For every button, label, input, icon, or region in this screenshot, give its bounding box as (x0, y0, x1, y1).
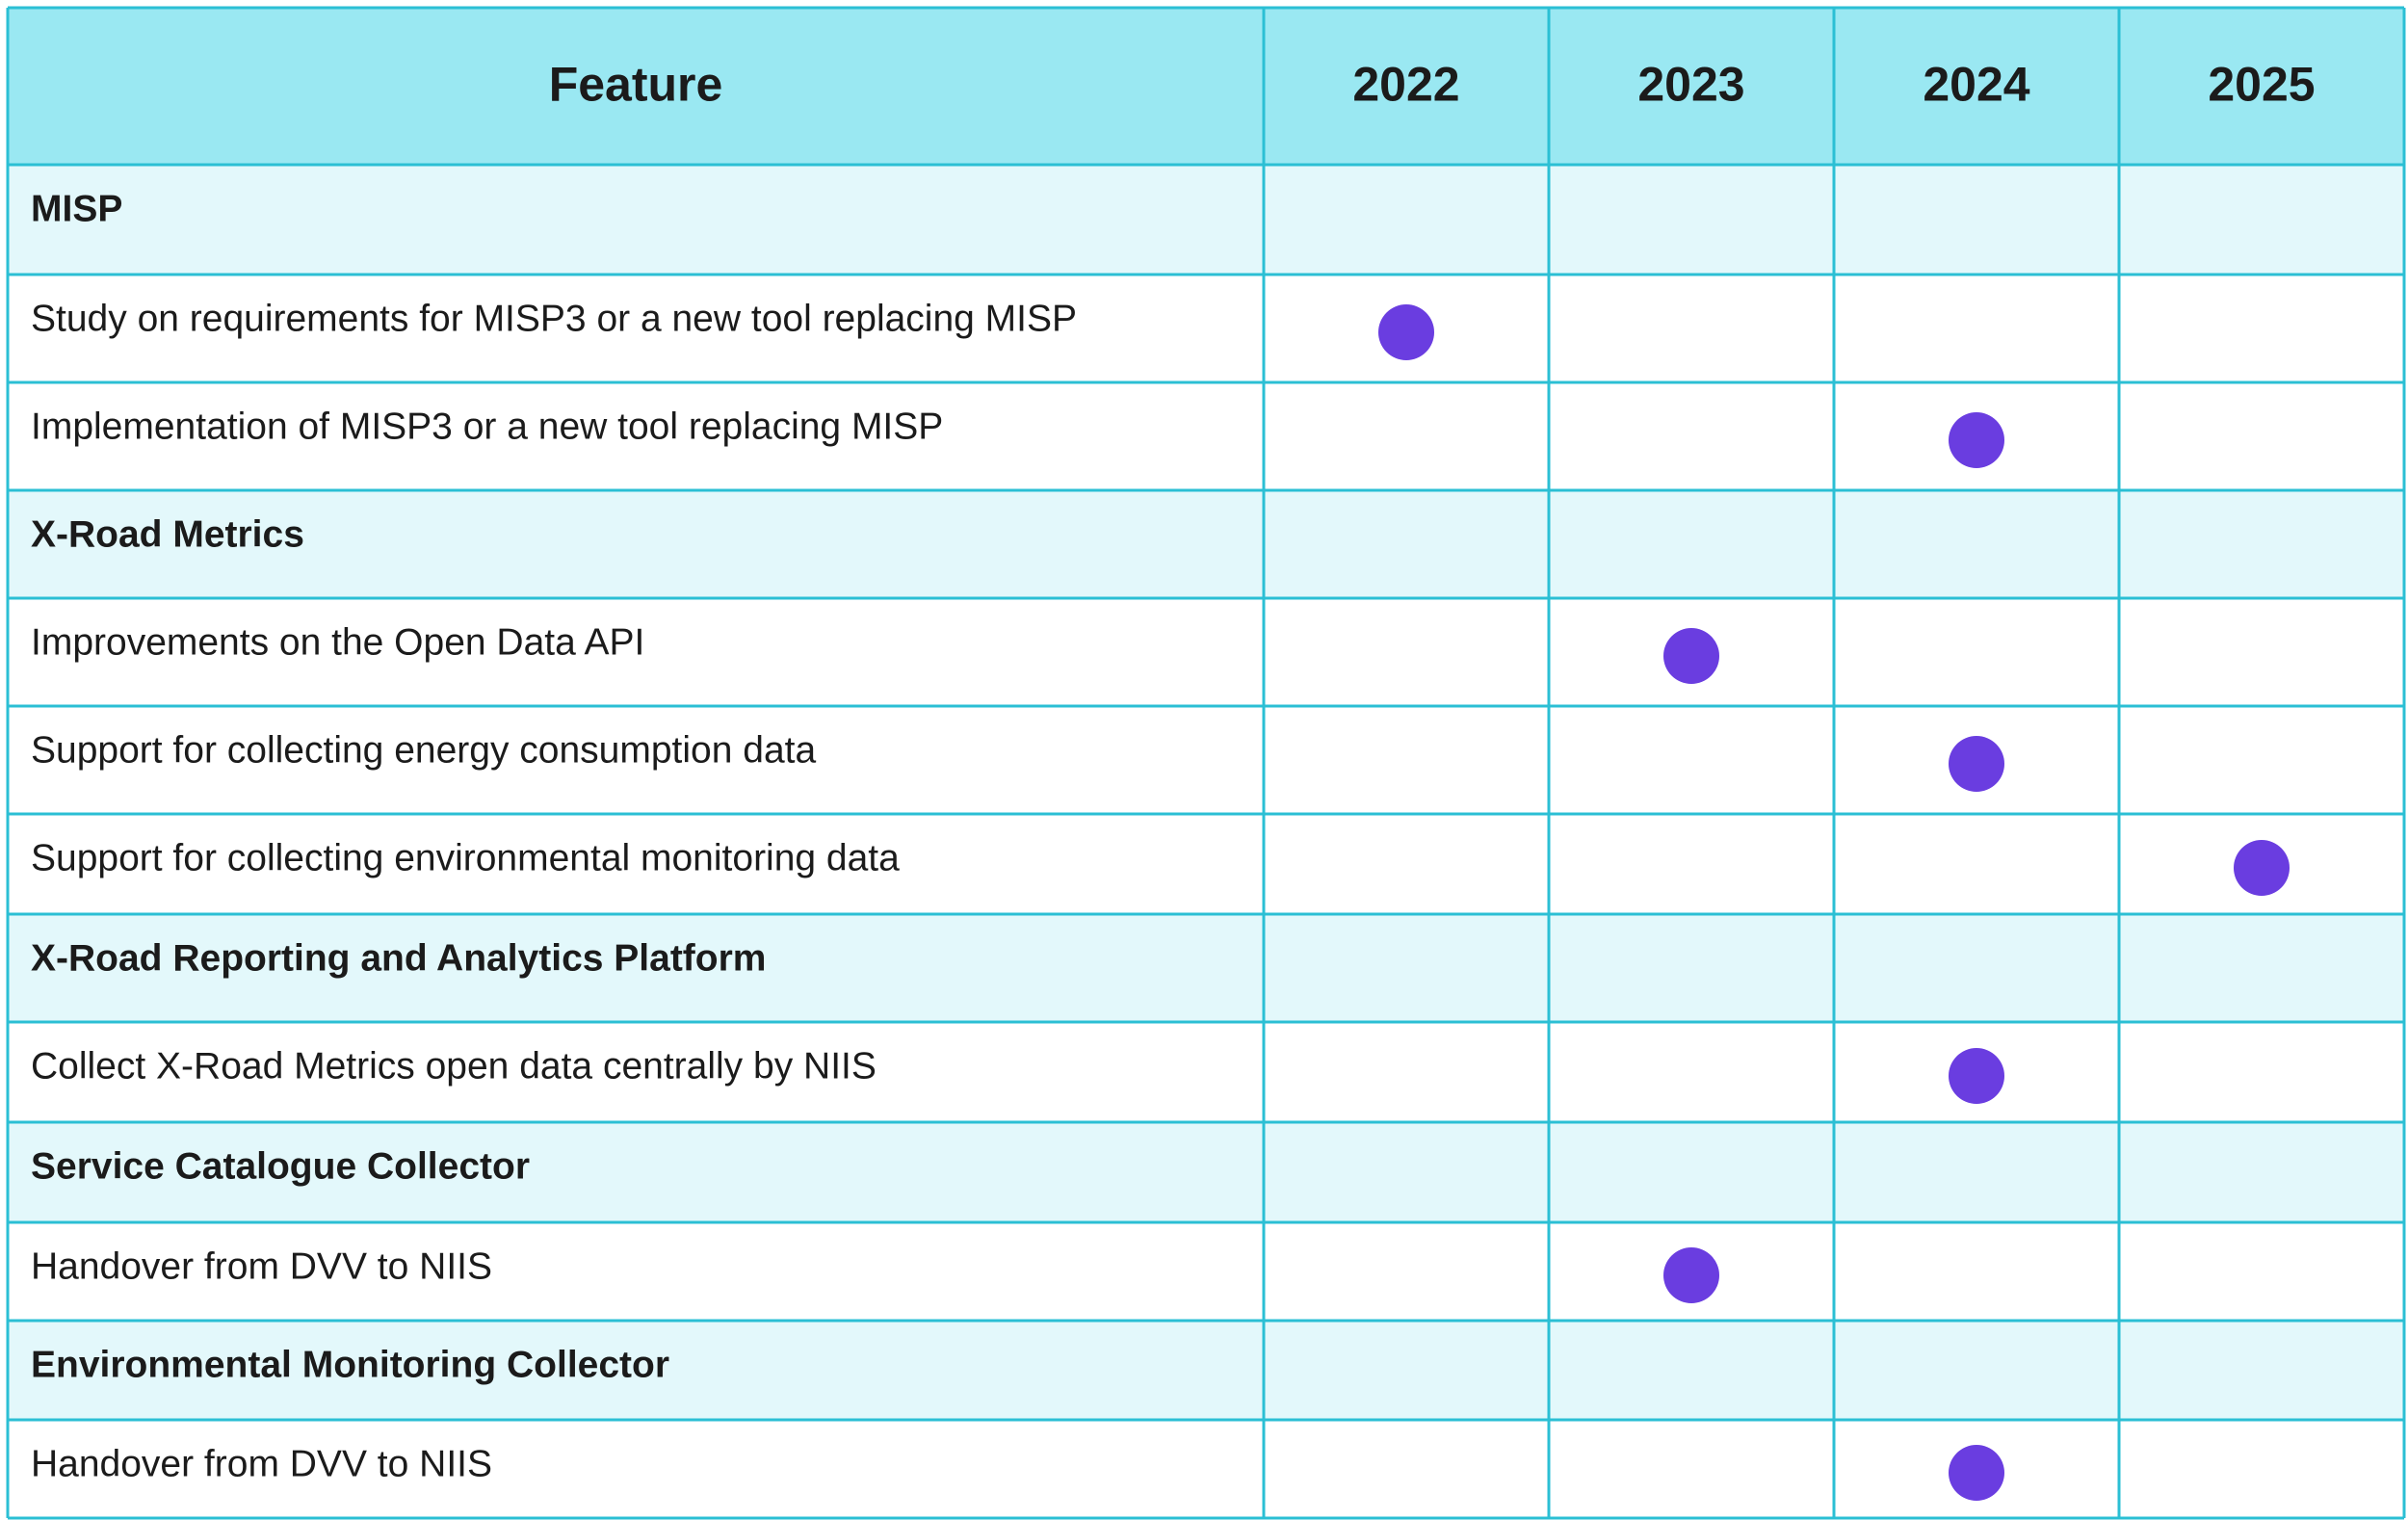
milestone-dot (1949, 736, 2004, 792)
group-row (8, 1321, 2404, 1420)
feature-label: Collect X-Road Metrics open data central… (31, 1045, 877, 1087)
group-row (8, 490, 2404, 598)
feature-label: Study on requirements for MISP3 or a new… (31, 298, 1077, 339)
group-row (8, 914, 2404, 1022)
feature-row (8, 1222, 2404, 1321)
feature-label: Handover from DVV to NIIS (31, 1443, 492, 1484)
feature-label: Support for collecting environmental mon… (31, 837, 900, 878)
feature-label: Implementation of MISP3 or a new tool re… (31, 406, 943, 447)
header-cell: 2025 (2208, 58, 2315, 112)
milestone-dot (1378, 304, 1434, 360)
feature-row (8, 706, 2404, 814)
milestone-dot (1949, 1048, 2004, 1104)
milestone-dot (1663, 1247, 1719, 1303)
group-label: MISP (31, 188, 122, 229)
group-row (8, 1122, 2404, 1222)
header-cell: 2023 (1637, 58, 1744, 112)
feature-row (8, 598, 2404, 706)
group-label: X-Road Reporting and Analytics Platform (31, 937, 766, 979)
milestone-dot (1949, 412, 2004, 468)
header-cell: Feature (549, 58, 723, 112)
feature-row (8, 1022, 2404, 1122)
feature-row (8, 814, 2404, 914)
milestone-dot (1949, 1445, 2004, 1501)
feature-label: Support for collecting energy consumptio… (31, 729, 816, 771)
group-label: Environmental Monitoring Collector (31, 1344, 669, 1385)
header-cell: 2024 (1923, 58, 2029, 112)
group-row (8, 165, 2404, 275)
feature-row (8, 382, 2404, 490)
feature-row (8, 275, 2404, 382)
feature-row (8, 1420, 2404, 1518)
feature-label: Improvements on the Open Data API (31, 621, 644, 663)
header-cell: 2022 (1352, 58, 1459, 112)
feature-label: Handover from DVV to NIIS (31, 1245, 492, 1287)
header-row (8, 8, 2404, 165)
group-label: Service Catalogue Collector (31, 1145, 530, 1187)
group-label: X-Road Metrics (31, 513, 304, 555)
milestone-dot (2234, 840, 2290, 896)
milestone-dot (1663, 628, 1719, 684)
